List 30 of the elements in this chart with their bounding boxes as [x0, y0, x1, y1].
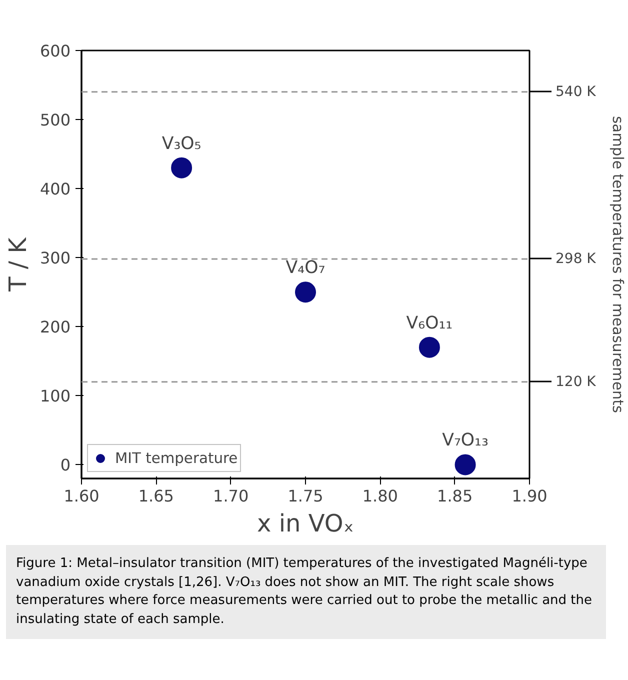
ref-line-label: 298 K	[556, 250, 597, 267]
annotation: V₆O₁₁	[406, 313, 453, 334]
x-tick-label: 1.85	[437, 486, 473, 506]
ref-line-label: 540 K	[556, 84, 597, 100]
legend-label: MIT temperature	[115, 450, 238, 466]
point	[418, 336, 440, 358]
annotation: V₄O₇	[286, 258, 326, 278]
point	[295, 282, 316, 303]
point	[171, 157, 192, 178]
x-axis-title: x in VOₓ	[257, 510, 354, 538]
x-tick-label: 1.90	[512, 486, 548, 506]
annotation: V₃O₅	[162, 134, 202, 154]
ref-line-label: 120 K	[556, 374, 597, 390]
y-tick-label: 600	[40, 42, 71, 60]
caption: Figure 1: Metal–insulator transition (MIT) temperatures of the investigated Magnéli-type vanadium oxide crystals [1,26]. V₇O₁₃ does not show an MIT. The right scale shows temperatures where force measurements were carried out to probe the metallic and the insulating state of each sample.	[16, 555, 594, 629]
x-tick-label: 1.70	[213, 486, 249, 506]
y-tick-label: 200	[40, 318, 71, 337]
x-tick-label: 1.60	[64, 486, 100, 506]
y-tick-label: 400	[40, 180, 71, 199]
x-tick-label: 1.80	[362, 486, 398, 506]
y2-axis-title: sample temperatures for measurements	[608, 116, 626, 414]
y-tick-label: 500	[40, 110, 71, 130]
x-tick-label: 1.65	[138, 486, 174, 506]
point	[454, 454, 476, 476]
annotation: V₇O₁₃	[442, 430, 489, 451]
y-axis-title: T / K	[4, 236, 32, 292]
y-tick-label: 0	[60, 456, 71, 475]
y-tick-label: 300	[40, 248, 71, 268]
x-tick-label: 1.75	[288, 486, 324, 506]
y-tick-label: 100	[40, 386, 71, 406]
